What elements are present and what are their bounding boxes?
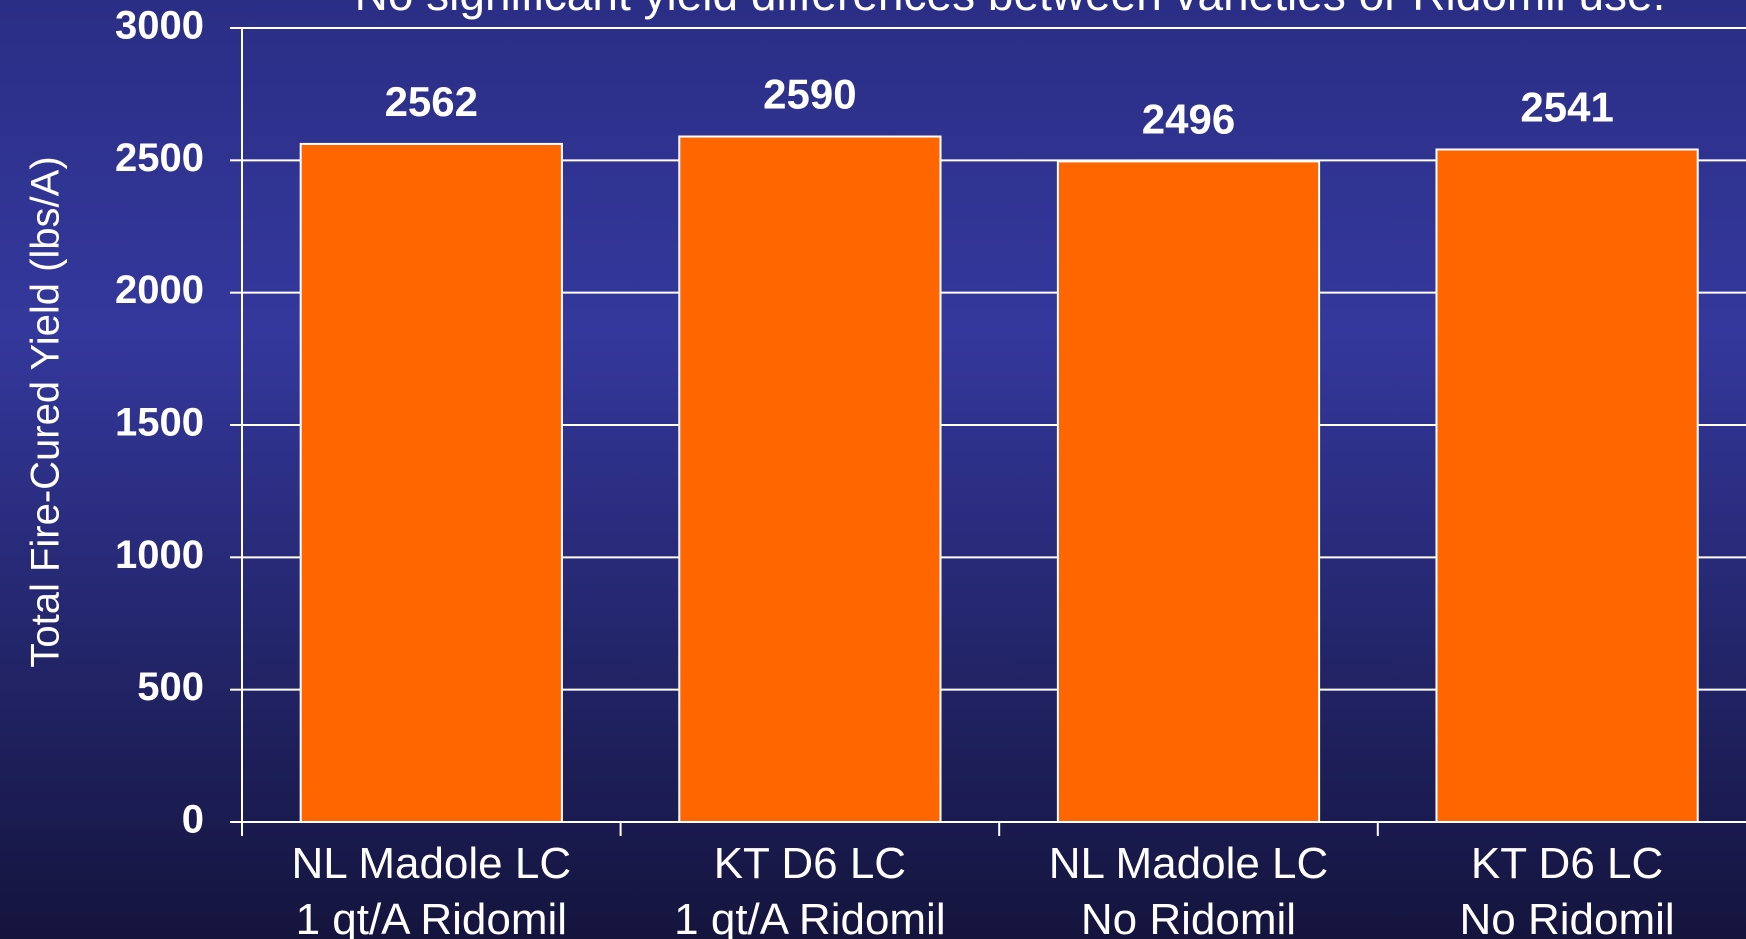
- y-tick-label: 2000: [115, 268, 204, 312]
- y-tick-label: 2500: [115, 136, 204, 180]
- bar: [1435, 148, 1699, 823]
- value-label: 2562: [385, 78, 478, 125]
- value-label: 2496: [1142, 95, 1235, 142]
- bar: [299, 142, 563, 823]
- value-label: 2541: [1520, 83, 1613, 130]
- x-tick-label: NL Madole LC: [291, 839, 571, 888]
- value-label: 2590: [763, 71, 856, 118]
- y-tick-label: 500: [137, 665, 204, 709]
- y-tick-label: 3000: [115, 4, 204, 48]
- x-tick-label: NL Madole LC: [1049, 839, 1329, 888]
- y-tick-label: 1000: [115, 533, 204, 577]
- bar: [1056, 160, 1321, 823]
- chart-title: No significant yield differences between…: [355, 0, 1666, 20]
- x-tick-label: No Ridomil: [1081, 895, 1296, 939]
- x-tick-label: No Ridomil: [1460, 895, 1675, 939]
- y-axis-label: Total Fire-Cured Yield (lbs/A): [24, 156, 68, 667]
- y-tick-label: 0: [182, 798, 204, 842]
- x-tick-label: KT D6 LC: [1471, 839, 1663, 888]
- x-tick-label: 1 qt/A Ridomil: [674, 895, 945, 939]
- bar: [678, 135, 942, 824]
- y-tick-label: 1500: [115, 401, 204, 445]
- x-tick-label: 1 qt/A Ridomil: [296, 895, 567, 939]
- x-tick-label: KT D6 LC: [714, 839, 906, 888]
